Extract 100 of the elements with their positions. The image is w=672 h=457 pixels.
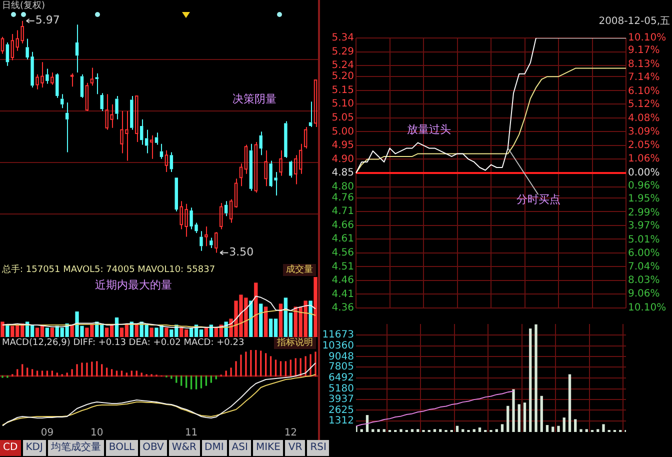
candlestick [144,129,148,154]
y-tick-label: 5.34 [332,32,354,44]
bar [164,328,168,337]
text: ASI [228,440,251,456]
y-tick-label: 5.29 [332,46,354,58]
candlestick [249,143,253,192]
bar [114,317,119,337]
bar [204,328,208,337]
annotation: 分时买点 [516,192,560,206]
y2-tick-label: 2.05% [628,140,660,152]
chart-title: MACD(12,26,9) DIFF: +0.13 DEA: +0.02 MACD: +0.23 [2,337,244,349]
y2-tick-label: 3.09% [628,126,660,138]
bar [495,429,498,432]
candlestick [204,226,208,247]
bar [506,406,510,432]
y2-tick-label: 7.04% [628,262,660,273]
bar [314,277,318,337]
y-tick-label: 4.90 [332,154,354,165]
bar [372,429,374,432]
candlestick [170,152,174,172]
bar [249,300,253,337]
bar [462,429,464,432]
y-tick-label: 4.76 [332,192,354,204]
annotation: 决策阴量 [232,92,276,106]
candlestick [90,67,94,86]
bar [0,322,4,337]
candlestick [264,150,268,187]
candlestick [200,230,203,252]
text: KDJ [22,440,46,456]
y2-tick-label: 5.12% [628,99,660,110]
candlestick [56,72,59,98]
y-tick-label: 1312 [328,416,354,427]
bar [382,429,386,432]
bar [6,324,10,337]
candlestick [60,94,64,109]
bar [45,328,50,337]
y2-tick-label: 9.17% [628,45,660,56]
bar [360,429,363,432]
text: CD [0,440,21,456]
y-tick-label: 4.46 [332,275,354,286]
text: DMI [202,440,227,456]
bar [574,419,577,432]
bar [534,324,538,432]
bar [134,324,138,337]
candlestick [174,178,178,212]
candlestick [130,95,134,130]
candlestick [140,118,144,146]
bar [308,300,312,337]
y-tick-label: 5.15 [332,84,354,96]
chart-title: 日线(复权) [2,0,46,12]
bar [410,429,414,432]
candlestick [164,150,168,172]
bar [70,324,74,337]
candlestick [289,160,292,178]
candlestick [160,143,164,160]
bar [562,418,566,432]
text: 成交量 [283,264,316,276]
y-tick-label: 4.36 [332,302,354,314]
y-tick-label: 4.56 [332,247,354,258]
bar [523,402,526,432]
y-tick-label: 2625 [328,404,354,416]
candlestick [239,163,243,187]
y-tick-label: 5180 [328,384,354,395]
x-tick-label: 09 [40,428,54,439]
bar [439,429,442,432]
y2-tick-label: 10.10% [628,302,666,314]
y2-tick-label: 4.08% [628,113,660,124]
text: 指标说明 [274,337,316,349]
annotation: 放量过头 [406,122,451,136]
candlestick [314,80,318,128]
text: VR [285,440,306,456]
y2-tick-label: 5.01% [628,234,660,246]
y-tick-label: 4.71 [332,206,354,218]
y2-tick-label: 6.00% [628,248,660,259]
chart-subtitle: 2008-12-05,五 [598,16,670,28]
y2-tick-label: 2.99% [628,208,660,219]
y2-tick-label: 10.10% [628,32,666,44]
y-tick-label: 5.05 [332,112,354,124]
y-tick-label: 4.95 [332,140,354,152]
bar [518,404,520,432]
candlestick [284,120,288,158]
chart-title: 总手: 157051 MAVOL5: 74005 MAVOL10: 55837 [2,264,216,276]
bar [546,425,549,432]
candlestick [95,72,99,95]
text: W&R [168,440,200,456]
bar [602,424,605,432]
annotation: 近期内最大的量 [95,278,172,292]
bar [456,426,459,432]
candlestick [46,68,49,84]
candlestick [80,74,84,98]
bar [478,428,482,432]
y2-tick-label: 1.95% [628,194,660,205]
y-tick-label: 10360 [322,340,354,352]
text: 均笔成交量 [48,440,104,456]
candlestick [279,150,282,176]
y-tick-label: 7805 [328,362,354,373]
bar [529,328,532,432]
candlestick [6,42,10,66]
bar [557,426,560,432]
candlestick [70,72,74,88]
